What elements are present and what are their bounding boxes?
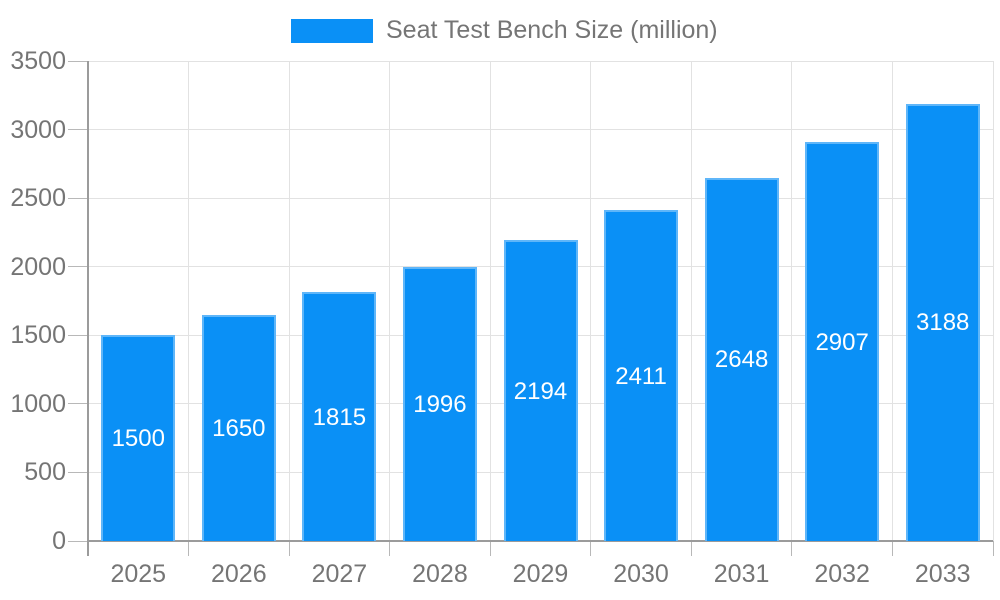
h-gridline: [88, 197, 993, 199]
y-tick-label: 2500: [10, 184, 66, 213]
bar-value-label: 1815: [312, 403, 367, 431]
v-gridline: [992, 61, 994, 541]
h-gridline: [88, 129, 993, 131]
y-tick-label: 1000: [10, 389, 66, 418]
bar-value-label: 2194: [513, 377, 568, 405]
x-tick: [690, 541, 692, 556]
h-gridline: [88, 60, 993, 62]
y-tick-label: 500: [24, 458, 66, 487]
bar-value-label: 2411: [615, 362, 667, 390]
y-tick-label: 3000: [10, 115, 66, 144]
bar-2025[interactable]: 1500: [101, 335, 176, 541]
y-tick: [68, 334, 88, 336]
bar-2028[interactable]: 1996: [402, 267, 477, 541]
y-tick: [68, 60, 88, 62]
x-tick-label: 2033: [914, 560, 971, 588]
bar-2031[interactable]: 2648: [704, 177, 779, 541]
x-tick: [489, 541, 491, 556]
v-gridline: [590, 61, 592, 541]
v-gridline: [791, 61, 793, 541]
x-tick-label: 2031: [713, 560, 770, 588]
bar-value-label: 3188: [916, 309, 970, 337]
x-tick: [791, 541, 793, 556]
legend-swatch: [291, 18, 373, 43]
y-tick: [68, 471, 88, 473]
bar-2029[interactable]: 2194: [503, 240, 578, 541]
y-tick: [68, 266, 88, 268]
x-tick-label: 2028: [412, 560, 468, 588]
y-tick: [68, 129, 88, 131]
x-tick-label: 2032: [814, 560, 870, 588]
x-tick-label: 2026: [211, 560, 267, 588]
x-tick: [389, 541, 391, 556]
v-gridline: [891, 61, 893, 541]
x-tick: [590, 541, 592, 556]
legend[interactable]: Seat Test Bench Size (million): [291, 16, 718, 45]
v-gridline: [389, 61, 391, 541]
x-tick-label: 2027: [311, 560, 368, 588]
y-tick-label: 0: [52, 527, 66, 555]
y-tick-label: 3500: [10, 47, 66, 75]
v-gridline: [188, 61, 190, 541]
bar-value-label: 1650: [212, 414, 266, 442]
x-tick-label: 2029: [512, 560, 569, 588]
v-gridline: [288, 61, 290, 541]
bar-value-label: 2648: [714, 346, 769, 374]
bar-2032[interactable]: 2907: [805, 142, 880, 541]
bar-value-label: 2907: [815, 328, 869, 356]
legend-label: Seat Test Bench Size (million): [386, 16, 718, 44]
x-tick: [891, 541, 893, 556]
bar-value-label: 1996: [413, 391, 467, 419]
x-tick-label: 2030: [613, 560, 669, 588]
bar-2033[interactable]: 3188: [905, 103, 980, 541]
x-tick: [992, 541, 994, 556]
v-gridline: [489, 61, 491, 541]
y-axis-line: [87, 61, 89, 556]
y-tick-label: 2000: [10, 252, 66, 281]
y-tick-label: 1500: [10, 321, 66, 350]
x-tick: [188, 541, 190, 556]
x-tick-label: 2025: [110, 560, 167, 588]
y-tick: [68, 403, 88, 405]
x-tick: [288, 541, 290, 556]
bar-2026[interactable]: 1650: [201, 314, 276, 541]
bar-2030[interactable]: 2411: [604, 210, 679, 541]
x-axis-line: [88, 540, 993, 542]
y-tick: [68, 540, 88, 542]
y-tick: [68, 197, 88, 199]
v-gridline: [690, 61, 692, 541]
bar-2027[interactable]: 1815: [302, 292, 377, 541]
bar-value-label: 1500: [111, 425, 165, 453]
